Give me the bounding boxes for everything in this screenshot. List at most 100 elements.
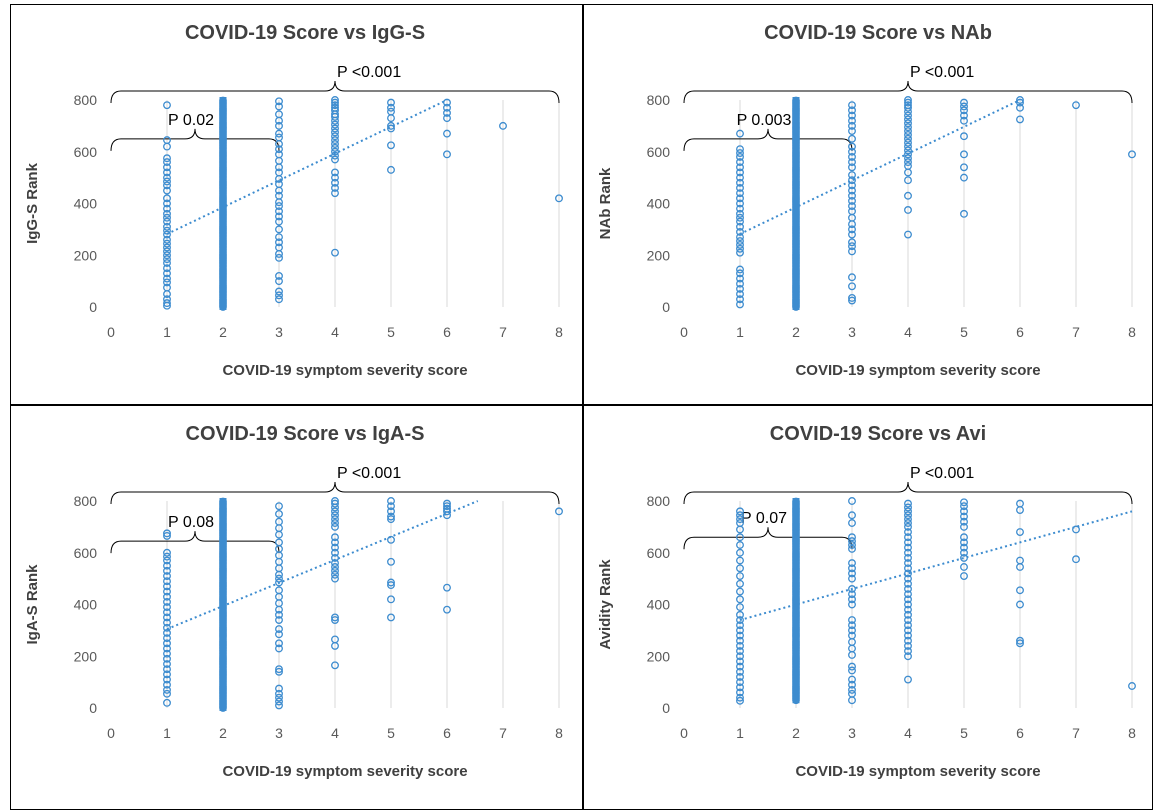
data-point xyxy=(848,186,856,195)
data-point xyxy=(443,511,451,520)
data-point xyxy=(1128,682,1136,690)
x-tick-label: 6 xyxy=(1016,324,1024,340)
x-tick-label: 1 xyxy=(736,725,744,741)
data-point xyxy=(848,171,856,179)
data-point xyxy=(848,134,856,143)
data-point xyxy=(275,697,283,706)
data-point xyxy=(275,616,283,624)
data-point xyxy=(1016,528,1024,536)
data-point xyxy=(848,196,856,205)
data-point xyxy=(736,652,744,661)
data-point xyxy=(1016,506,1024,515)
data-point xyxy=(163,623,171,632)
data-point xyxy=(331,503,339,512)
data-point xyxy=(904,621,912,630)
data-point xyxy=(1016,639,1024,648)
data-point xyxy=(163,204,171,213)
data-point xyxy=(848,111,856,120)
data-point xyxy=(163,194,171,203)
data-point xyxy=(163,531,171,540)
data-point xyxy=(960,111,968,120)
data-point xyxy=(331,616,339,624)
data-point xyxy=(163,269,171,278)
data-point xyxy=(163,278,171,287)
data-point xyxy=(848,176,856,185)
data-point xyxy=(904,605,912,614)
data-point xyxy=(960,106,968,115)
data-point xyxy=(736,168,744,177)
data-point xyxy=(331,570,339,579)
data-point xyxy=(163,670,171,679)
x-tick-label: 1 xyxy=(163,324,171,340)
data-point xyxy=(736,300,744,309)
data-point xyxy=(331,155,339,164)
data-point xyxy=(736,213,744,222)
x-axis-label: COVID-19 symptom severity score xyxy=(795,763,1040,780)
data-point xyxy=(736,163,744,172)
x-tick-label: 6 xyxy=(443,725,451,741)
data-point xyxy=(736,688,744,697)
data-point xyxy=(960,563,968,571)
x-axis-label: COVID-19 symptom severity score xyxy=(795,362,1040,379)
data-point xyxy=(163,552,171,561)
data-point xyxy=(848,537,856,546)
data-point xyxy=(163,168,171,177)
x-tick-label: 6 xyxy=(443,324,451,340)
data-point xyxy=(904,538,912,547)
x-tick-label: 4 xyxy=(904,725,912,741)
data-point xyxy=(275,689,283,698)
data-point xyxy=(275,287,283,296)
y-tick-label: 0 xyxy=(89,299,97,315)
data-point xyxy=(848,511,856,520)
y-tick-label: 600 xyxy=(74,144,98,160)
data-point xyxy=(960,512,968,521)
trendline xyxy=(166,500,479,631)
data-point xyxy=(960,116,968,125)
data-point xyxy=(960,173,968,182)
data-point xyxy=(275,217,283,226)
data-point xyxy=(1016,586,1024,595)
data-point xyxy=(736,237,744,245)
data-point xyxy=(904,652,912,661)
data-point xyxy=(904,150,912,159)
data-point xyxy=(163,247,171,256)
data-point xyxy=(387,557,395,566)
data-point xyxy=(443,129,451,138)
data-point xyxy=(275,198,283,207)
data-point xyxy=(736,244,744,253)
data-point xyxy=(331,168,339,177)
y-tick-label: 800 xyxy=(647,493,671,509)
data-point xyxy=(331,641,339,650)
data-point xyxy=(736,667,744,676)
data-point xyxy=(960,498,968,507)
data-point xyxy=(331,522,339,531)
data-point xyxy=(736,228,744,236)
data-point xyxy=(736,240,744,249)
scatter-chart: COVID-19 Score vs IgA-S 0 1 2 3 4 5 6 7 8 0 200 400 6… xyxy=(24,423,563,780)
y-tick-label: 200 xyxy=(74,247,98,263)
data-point xyxy=(163,230,171,239)
data-point xyxy=(163,685,171,694)
data-point xyxy=(275,639,283,648)
chart-panel-3: COVID-19 Score vs IgA-S 0 1 2 3 4 5 6 7 8 0 200 400 6… xyxy=(10,405,583,810)
x-tick-label: 0 xyxy=(680,725,688,741)
data-point xyxy=(960,507,968,516)
x-tick-label: 5 xyxy=(387,725,395,741)
y-tick-label: 800 xyxy=(647,92,671,108)
data-point xyxy=(904,610,912,619)
y-tick-label: 0 xyxy=(662,299,670,315)
data-point xyxy=(904,626,912,635)
x-tick-label: 8 xyxy=(555,725,563,741)
x-tick-label: 3 xyxy=(848,725,856,741)
data-point xyxy=(904,522,912,531)
data-point xyxy=(1072,101,1080,110)
data-point xyxy=(904,138,912,147)
data-point xyxy=(904,98,912,107)
data-point xyxy=(904,533,912,542)
data-point xyxy=(387,613,395,622)
data-point xyxy=(960,163,968,172)
data-point xyxy=(387,535,395,544)
data-point xyxy=(163,665,171,674)
data-point xyxy=(848,242,856,251)
data-point xyxy=(443,114,451,123)
